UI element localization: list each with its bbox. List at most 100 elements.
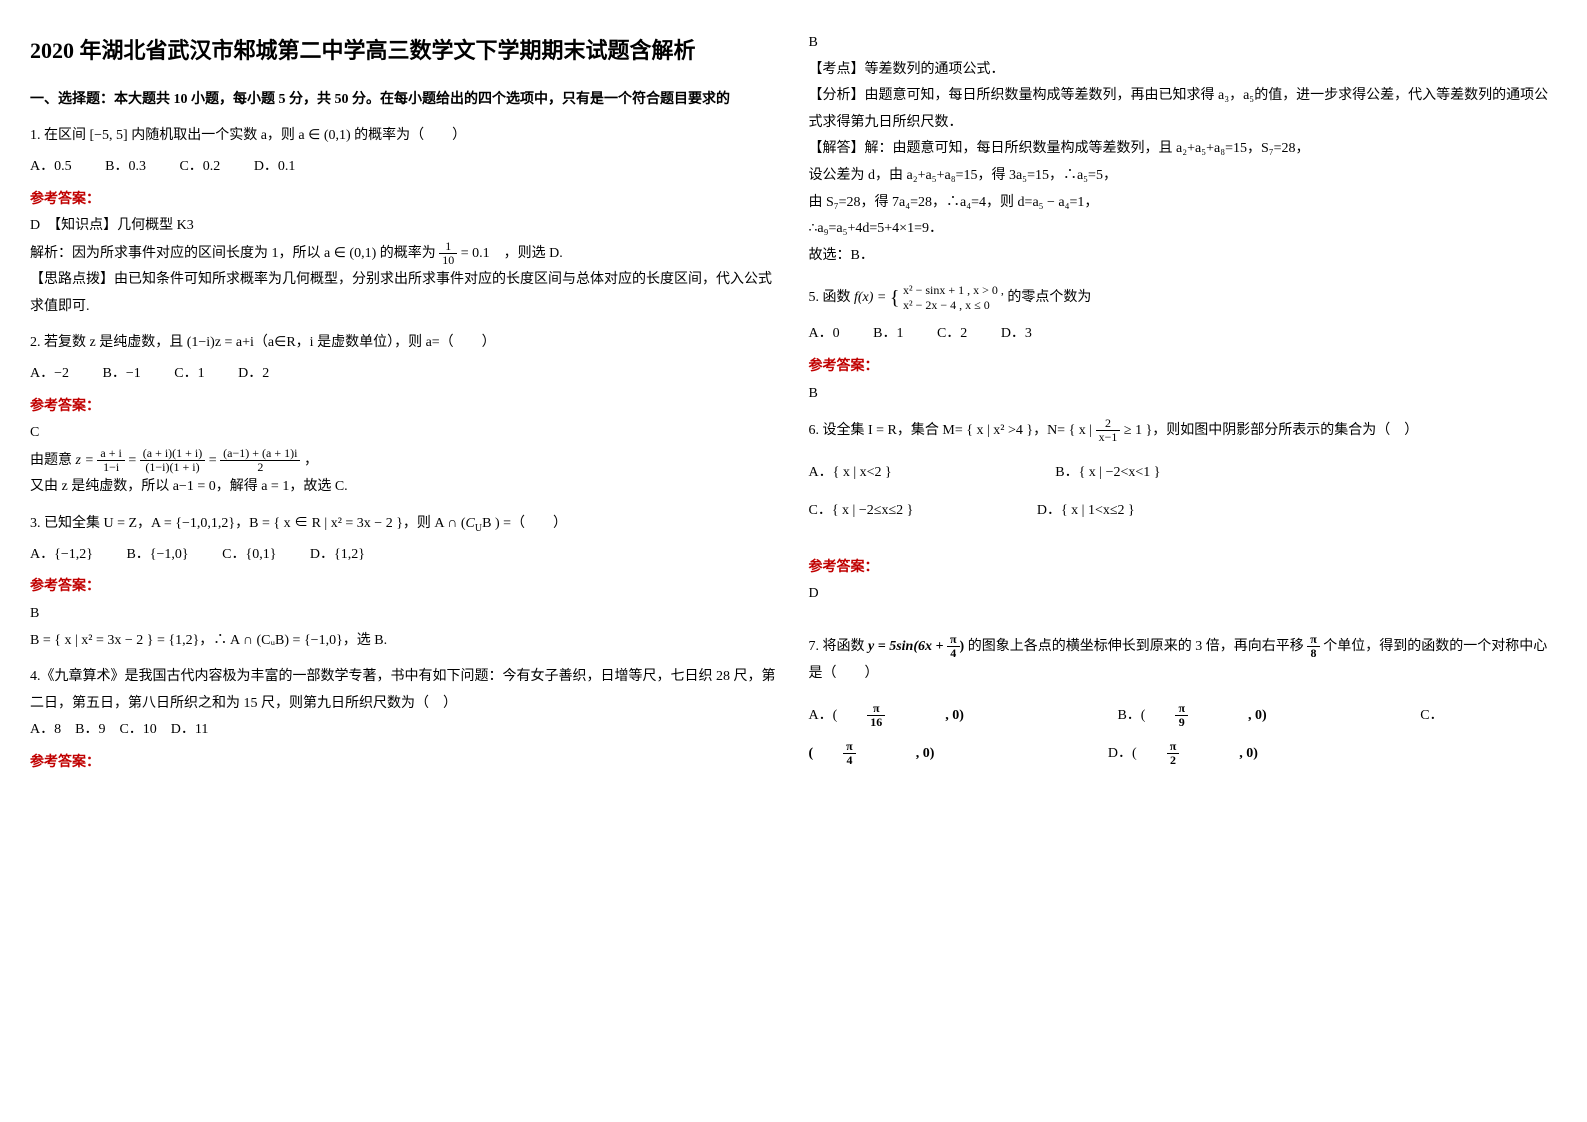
question-2: 2. 若复数 z 是纯虚数，且 (1−i)z = a+i（a∈R，i 是虚数单位…: [30, 330, 779, 500]
q6-opt-d: D．{ x | 1<x≤2 }: [1037, 498, 1135, 525]
q7-options-row2: (π4, 0) D．(π2, 0): [809, 740, 1558, 768]
page-title: 2020 年湖北省武汉市邾城第二中学高三数学文下学期期末试题含解析: [30, 30, 779, 72]
left-column: 2020 年湖北省武汉市邾城第二中学高三数学文下学期期末试题含解析 一、选择题：…: [30, 30, 779, 776]
opt-suffix: , 0): [1239, 741, 1258, 768]
q4-options: A．8 B．9 C．10 D．11: [30, 717, 779, 744]
frac-num: (a + i)(1 + i): [140, 447, 206, 461]
q3-prefix: 3. 已知全集 U = Z，A = {−1,0,1,2}，B = { x ∈ R…: [30, 516, 466, 531]
q4-solve3: 由 S₇=28，得 7a₄=28，∴a₄=4，则 d=a₅ − a₄=1，: [809, 190, 1558, 217]
frac-num: a + i: [97, 447, 124, 461]
q4-solve4: ∴a₉=a₅+4d=5+4×1=9．: [809, 216, 1558, 243]
q6-text: 6. 设全集 I = R，集合 M= { x | x² >4 }，N= { x …: [809, 417, 1558, 445]
q2-explain1: 由题意 z = a + i 1−i = (a + i)(1 + i) (1−i)…: [30, 447, 779, 475]
q5-fx: f(x) =: [854, 291, 890, 306]
q3-opt-c: C．{0,1}: [222, 542, 276, 569]
frac-num: π: [947, 633, 960, 647]
q3-opt-b: B．{−1,0}: [126, 542, 188, 569]
q3-opt-a: A．{−1,2}: [30, 542, 93, 569]
q1-answer: D 【知识点】几何概型 K3: [30, 213, 779, 240]
frac-num: (a−1) + (a + 1)i: [220, 447, 300, 461]
question-5: 5. 函数 f(x) = { x² − sinx + 1 , x > 0 , x…: [809, 279, 1558, 407]
q1-explain2: 【思路点拨】由已知条件可知所求概率为几何概型，分别求出所求事件对应的长度区间与总…: [30, 267, 779, 320]
frac-den: 10: [439, 254, 457, 267]
q3-opt-d: D．{1,2}: [310, 542, 365, 569]
q6-prefix: 6. 设全集 I = R，集合 M= { x | x² >4 }，N= { x …: [809, 423, 1096, 438]
q5-answer-label: 参考答案：: [809, 354, 1558, 381]
q2-explain-tail: ，: [304, 453, 318, 468]
section-heading: 一、选择题：本大题共 10 小题，每小题 5 分，共 50 分。在每小题给出的四…: [30, 87, 779, 114]
q6-suffix: ≥ 1 }，则如图中阴影部分所表示的集合为（ ）: [1124, 423, 1418, 438]
q2-answer-label: 参考答案：: [30, 394, 779, 421]
q6-opt-b: B．{ x | −2<x<1 }: [1055, 460, 1160, 487]
piecewise-bot: x² − 2x − 4 , x ≤ 0: [903, 298, 1004, 314]
frac-den: 2: [220, 461, 300, 474]
q7-optB-frac: π9: [1175, 702, 1218, 729]
q4-text: 4.《九章算术》是我国古代内容极为丰富的一部数学专著，书中有如下问题：今有女子善…: [30, 664, 779, 717]
frac-den: 9: [1175, 716, 1188, 729]
question-1: 1. 在区间 [−5, 5] 内随机取出一个实数 a，则 a ∈ (0,1) 的…: [30, 123, 779, 320]
q3-explain: B = { x | x² = 3x − 2 } = {1,2}，∴ A ∩ (C…: [30, 628, 779, 655]
q1-opt-c: C．0.2: [179, 154, 220, 181]
right-column: B 【考点】等差数列的通项公式． 【分析】由题意可知，每日所织数量构成等差数列，…: [809, 30, 1558, 776]
q1-opt-b: B．0.3: [105, 154, 146, 181]
question-7: 7. 将函数 y = 5sin(6x + π 4 ) 的图象上各点的横坐标伸长到…: [809, 633, 1558, 767]
frac-den: 4: [947, 647, 960, 660]
frac-num: 2: [1096, 417, 1121, 431]
opt-suffix: , 0): [1248, 703, 1267, 730]
q2-answer: C: [30, 420, 779, 447]
frac-den: x−1: [1096, 431, 1121, 444]
brace-icon: {: [890, 287, 900, 309]
q7-optC2-frac: π4: [843, 740, 886, 767]
q7-options-row1: A．(π16, 0) B．(π9, 0) C．: [809, 702, 1558, 730]
q2-frac2: (a + i)(1 + i) (1−i)(1 + i): [140, 447, 206, 474]
q6-options-row1: A．{ x | x<2 } B．{ x | −2<x<1 }: [809, 460, 1558, 487]
question-4: 4.《九章算术》是我国古代内容极为丰富的一部数学专著，书中有如下问题：今有女子善…: [30, 664, 779, 776]
frac-den: 2: [1167, 754, 1180, 767]
q2-opt-c: C．1: [174, 361, 204, 388]
q1-options: A．0.5 B．0.3 C．0.2 D．0.1: [30, 154, 779, 181]
q4-answer: B: [809, 30, 1558, 57]
frac-den: 4: [843, 754, 856, 767]
q2-opt-a: A．−2: [30, 361, 69, 388]
opt-suffix: , 0): [945, 703, 964, 730]
q4-answer-label: 参考答案：: [30, 750, 779, 777]
complement-c: C: [466, 516, 475, 531]
q1-answer-label: 参考答案：: [30, 187, 779, 214]
eq-sign: =: [128, 453, 139, 468]
eq-sign: =: [209, 453, 220, 468]
opt-suffix: , 0): [916, 741, 935, 768]
frac-num: π: [867, 702, 885, 716]
q6-answer-label: 参考答案：: [809, 555, 1558, 582]
q1-opt-d: D．0.1: [254, 154, 296, 181]
q6-opt-c: C．{ x | −2≤x≤2 }: [809, 498, 914, 525]
q7-frac2: π 8: [1307, 633, 1320, 660]
q7-frac1: π 4: [947, 633, 960, 660]
q2-opt-b: B．−1: [103, 361, 141, 388]
frac-den: 16: [867, 716, 885, 729]
q3-options: A．{−1,2} B．{−1,0} C．{0,1} D．{1,2}: [30, 542, 779, 569]
q7-opt-a: A．(π16, 0): [809, 702, 994, 730]
q6-answer: D: [809, 581, 1558, 608]
q5-opt-d: D．3: [1001, 321, 1032, 348]
q7-optA-frac: π16: [867, 702, 915, 729]
frac-den: 8: [1307, 647, 1320, 660]
q2-text: 2. 若复数 z 是纯虚数，且 (1−i)z = a+i（a∈R，i 是虚数单位…: [30, 330, 779, 357]
frac-num: π: [843, 740, 856, 754]
q1-explain-tail: = 0.1 ，则选 D.: [461, 246, 563, 261]
q3-answer: B: [30, 601, 779, 628]
q7-optD-frac: π2: [1167, 740, 1210, 767]
q1-opt-a: A．0.5: [30, 154, 72, 181]
q2-options: A．−2 B．−1 C．1 D．2: [30, 361, 779, 388]
q7-opt-b: B．( π9 , 0): [1117, 702, 1296, 730]
question-3: 3. 已知全集 U = Z，A = {−1,0,1,2}，B = { x ∈ R…: [30, 511, 779, 654]
q5-opt-c: C．2: [937, 321, 967, 348]
question-6: 6. 设全集 I = R，集合 M= { x | x² >4 }，N= { x …: [809, 417, 1558, 608]
opt-prefix: B．(: [1117, 703, 1145, 730]
q3-suffix: B ) =（ ）: [482, 516, 567, 531]
q4-solve2: 设公差为 d，由 a₂+a₅+a₈=15，得 3a₅=15，∴a₅=5，: [809, 163, 1558, 190]
q7-opt-d: D．(π2, 0): [1108, 740, 1288, 768]
frac-num: π: [1175, 702, 1188, 716]
q1-fraction: 1 10: [439, 240, 457, 267]
frac-num: π: [1167, 740, 1180, 754]
frac-num: 1: [439, 240, 457, 254]
